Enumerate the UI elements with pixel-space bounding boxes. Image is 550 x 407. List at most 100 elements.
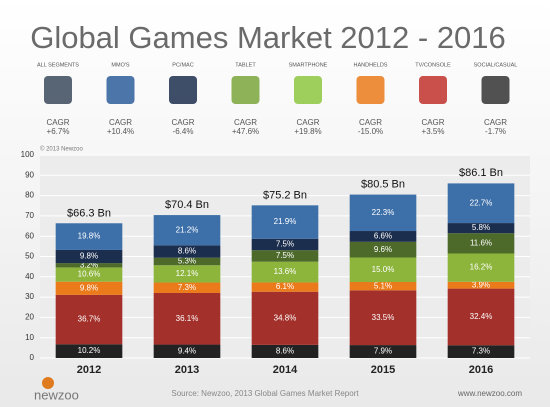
x-tick-label: 2013 [175, 364, 199, 376]
y-tick-label: 0 [30, 353, 35, 362]
bar-segment [349, 231, 417, 242]
y-tick-label: 80 [25, 191, 34, 200]
segment-value-label: 13.6% [274, 267, 297, 276]
bar-segment [55, 267, 123, 282]
segment-value-label: 7.9% [374, 347, 392, 356]
bar-segment [251, 238, 319, 251]
segment-value-label: 5.3% [178, 257, 196, 266]
title: Global Games Market 2012 - 2016 [30, 20, 506, 55]
cagr-caption: CAGR [359, 118, 382, 127]
segment-value-label: 16.2% [470, 263, 493, 272]
cagr-value: +10.4% [107, 127, 134, 136]
bar-segment [447, 253, 515, 282]
segment-icon [169, 76, 197, 104]
cagr-value: -1.7% [485, 127, 506, 136]
cagr-value: +19.8% [294, 127, 321, 136]
bar-segment [447, 345, 515, 358]
segment-value-label: 9.4% [178, 346, 196, 355]
y-tick-label: 50 [25, 252, 34, 261]
segment-value-label: 3.2% [80, 260, 98, 269]
cagr-caption: CAGR [234, 118, 257, 127]
bar-segment [55, 263, 123, 268]
segment-label: SMARTPHONE [289, 62, 328, 68]
segment-value-label: 9.8% [80, 252, 98, 261]
y-tick-label: 70 [25, 211, 34, 220]
segment-icon [481, 76, 510, 104]
bar-segment [55, 223, 123, 250]
segment-label: HANDHELDS [354, 62, 388, 68]
bar-segment [447, 223, 515, 234]
bar-segment [251, 291, 319, 345]
bar-segment [55, 281, 123, 295]
bar-segment [55, 294, 123, 345]
y-tick-label: 60 [25, 231, 34, 240]
segment-value-label: 3.9% [472, 280, 490, 289]
cagr-caption: CAGR [421, 118, 444, 127]
segment-icon [419, 76, 447, 104]
y-tick-label: 100 [21, 150, 35, 159]
bar-segment [251, 261, 319, 283]
segment-value-label: 5.1% [374, 281, 392, 290]
x-tick-label: 2012 [77, 364, 101, 376]
copyright: © 2013 Newzoo [40, 146, 83, 153]
y-tick-label: 10 [25, 333, 34, 342]
total-label: $75.2 Bn [263, 189, 307, 201]
bar-segment [251, 344, 319, 358]
cagr-value: +6.7% [47, 127, 70, 136]
segment-label: SOCIAL/CASUAL [474, 62, 518, 68]
cagr-value: +3.5% [422, 127, 445, 136]
segment-value-label: 6.6% [374, 232, 392, 241]
cagr-value: +47.6% [232, 127, 259, 136]
segment-value-label: 7.5% [276, 240, 294, 249]
total-label: $66.3 Bn [67, 207, 111, 219]
y-tick-label: 90 [25, 170, 34, 179]
bar-segment [349, 194, 417, 232]
segment-icon [294, 76, 322, 104]
segment-value-label: 5.8% [472, 223, 490, 232]
logo-icon [42, 377, 54, 389]
bar-segment [251, 205, 319, 239]
bar-segment [153, 215, 221, 246]
bar-segment [55, 249, 123, 264]
bar-segment [447, 183, 515, 224]
x-tick-label: 2016 [469, 364, 493, 376]
segment-value-label: 15.0% [372, 265, 395, 274]
segment-value-label: 32.4% [470, 312, 493, 321]
cagr-caption: CAGR [109, 118, 132, 127]
bar-segment [447, 233, 515, 254]
segment-label: MMO'S [111, 62, 129, 68]
segment-label: PC/MAC [172, 62, 193, 68]
cagr-value: -15.0% [358, 127, 383, 136]
cagr-value: -6.4% [173, 127, 194, 136]
y-tick-label: 40 [25, 272, 34, 281]
cagr-caption: CAGR [296, 118, 319, 127]
segment-value-label: 34.8% [274, 313, 297, 322]
segment-value-label: 7.3% [178, 283, 196, 292]
bar-segment [153, 344, 221, 358]
segment-value-label: 36.7% [78, 315, 101, 324]
website: www.newzoo.com [457, 389, 522, 398]
bar-segment [349, 282, 417, 291]
bar-segment [153, 245, 221, 258]
segment-value-label: 8.6% [276, 347, 294, 356]
segment-value-label: 36.1% [176, 314, 199, 323]
bar-segment [153, 282, 221, 293]
bar-segment [447, 281, 515, 289]
segment-value-label: 33.5% [372, 313, 395, 322]
segment-value-label: 10.2% [78, 346, 101, 355]
segment-value-label: 7.3% [472, 347, 490, 356]
y-tick-label: 20 [25, 313, 34, 322]
logo: newzoo [34, 387, 79, 402]
segment-icon [356, 76, 385, 104]
total-label: $80.5 Bn [361, 178, 405, 190]
segment-value-label: 22.7% [470, 198, 493, 207]
x-tick-label: 2014 [273, 364, 298, 376]
cagr-caption: CAGR [46, 118, 69, 127]
segment-value-label: 10.6% [78, 270, 101, 279]
segment-icon [106, 76, 135, 104]
bar-segment [349, 290, 417, 346]
y-tick-label: 30 [25, 292, 34, 301]
segment-value-label: 21.2% [176, 225, 199, 234]
segment-value-label: 8.6% [178, 247, 196, 256]
